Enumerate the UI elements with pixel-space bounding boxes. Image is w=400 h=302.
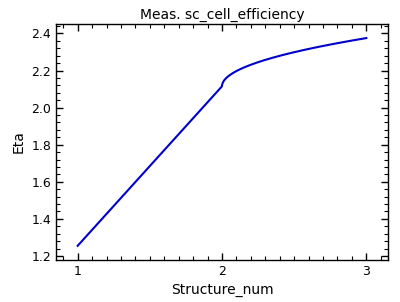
Y-axis label: Eta: Eta xyxy=(12,130,26,153)
X-axis label: Structure_num: Structure_num xyxy=(171,283,273,297)
Title: Meas. sc_cell_efficiency: Meas. sc_cell_efficiency xyxy=(140,8,304,22)
